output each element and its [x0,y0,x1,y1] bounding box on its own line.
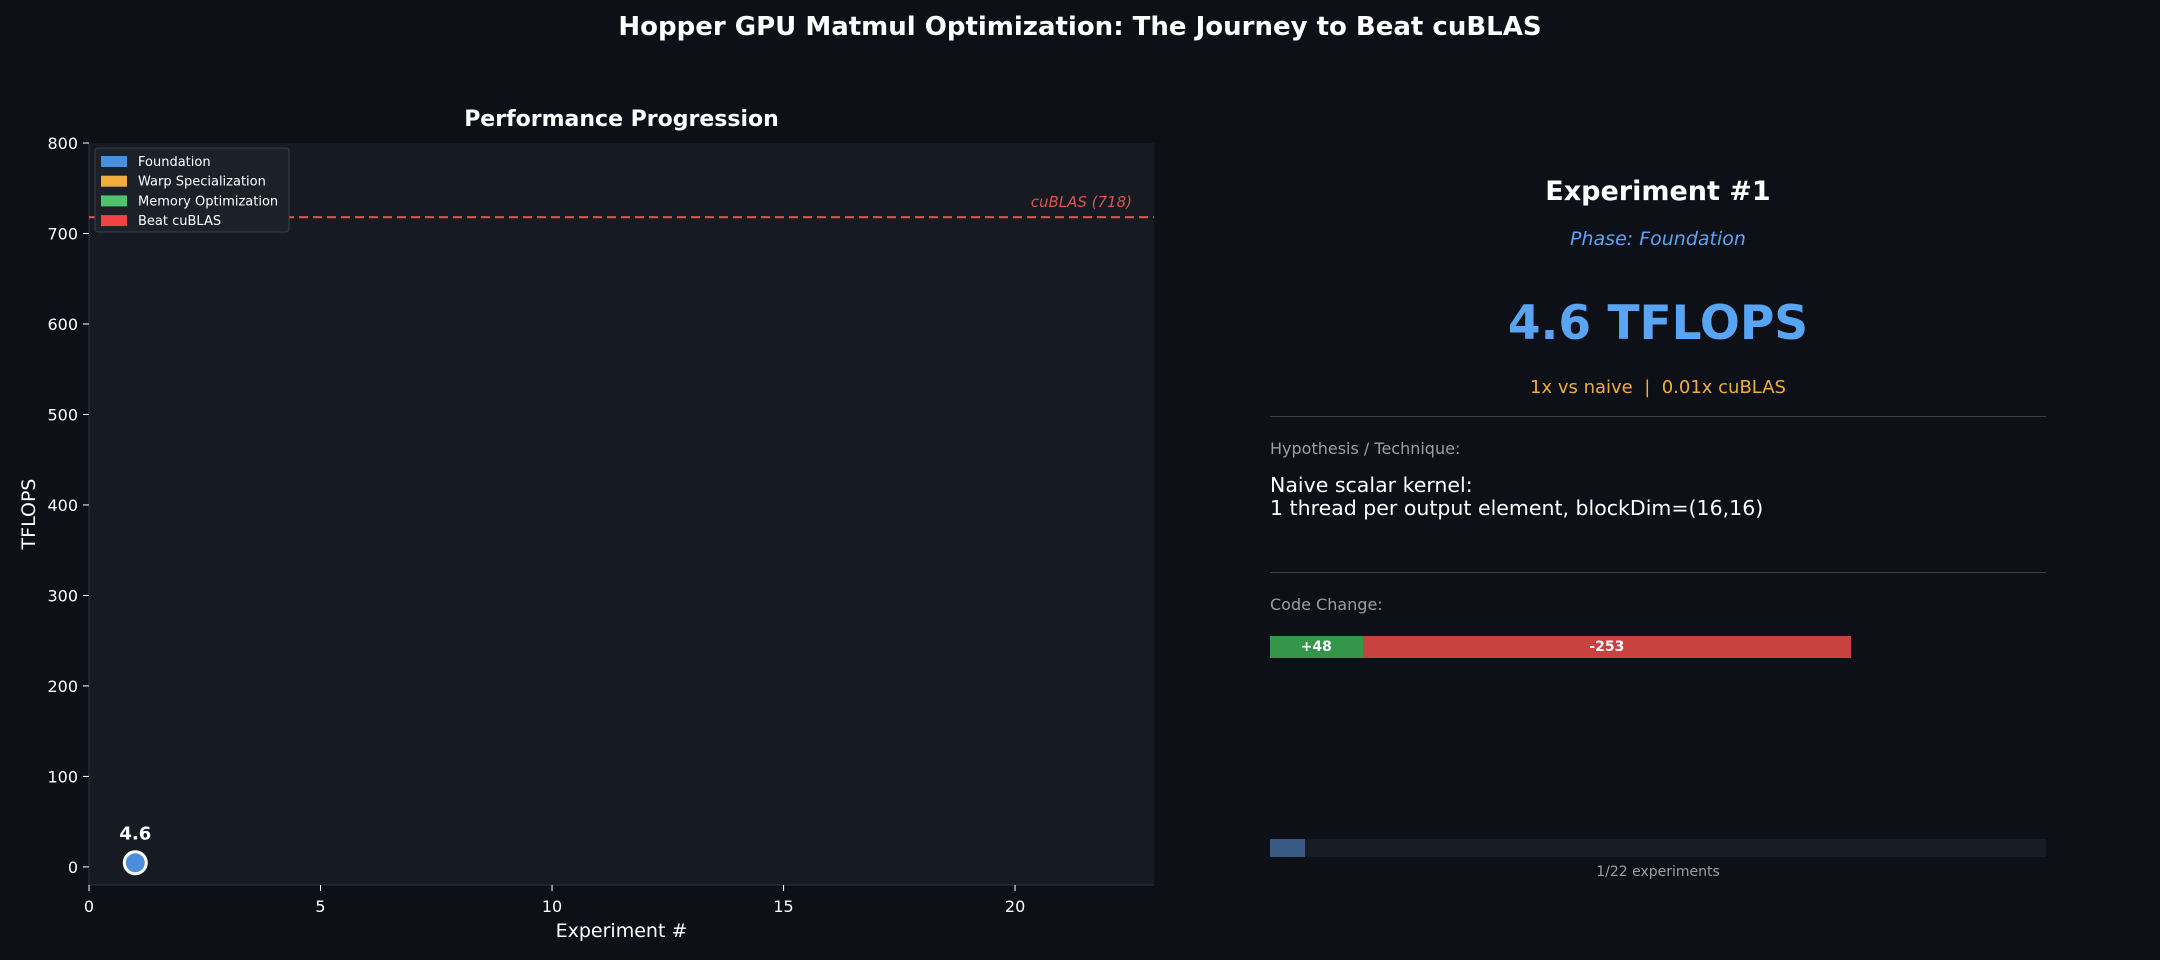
y-tick-label: 500 [47,405,78,424]
experiment-title: Experiment #1 [1545,176,1771,207]
experiment-panel: Experiment #1 Phase: Foundation 4.6 TFLO… [1270,0,2046,960]
legend-swatch [101,195,127,207]
y-tick-label: 300 [47,586,78,605]
code-change-label: Code Change: [1270,595,1383,614]
y-tick-label: 600 [47,315,78,334]
progress-label: 1/22 experiments [1596,864,1720,880]
experiment-progress-track [1270,839,2046,857]
hypothesis-line-1: Naive scalar kernel: [1270,473,1473,497]
legend-label: Warp Specialization [138,175,266,190]
legend-label: Beat cuBLAS [138,214,221,229]
y-tick-label: 400 [47,496,78,515]
data-point-label: 4.6 [119,824,151,845]
x-tick-label: 15 [773,897,793,916]
x-tick-label: 0 [84,897,94,916]
plot-area [89,143,1154,885]
y-tick-label: 800 [47,134,78,153]
code-change-bar: +48 -253 [1270,636,1851,658]
y-tick-label: 200 [47,677,78,696]
performance-chart: Performance Progression01002003004005006… [18,107,1154,942]
legend-label: Memory Optimization [138,194,278,209]
lines-removed-bar: -253 [1362,636,1851,658]
data-point [122,850,148,876]
main-title: Hopper GPU Matmul Optimization: The Jour… [618,12,1542,42]
divider [1270,572,2046,573]
y-tick-label: 100 [47,767,78,786]
divider [1270,416,2046,417]
legend-swatch [101,175,127,187]
legend-swatch [101,215,127,227]
legend-box [94,147,290,233]
cublas-reference-label: cuBLAS (718) [1031,193,1132,211]
hypothesis-label: Hypothesis / Technique: [1270,439,1461,458]
x-tick-label: 20 [1005,897,1025,916]
experiment-progress-fill [1270,839,1305,857]
experiment-tflops: 4.6 TFLOPS [1507,296,1809,351]
experiment-phase: Phase: Foundation [1570,228,1746,250]
hypothesis-text: Naive scalar kernel: 1 thread per output… [1270,474,1763,520]
experiment-speedup: 1x vs naive | 0.01x cuBLAS [1530,377,1786,398]
legend-swatch [101,156,127,167]
y-tick-label: 0 [68,858,78,877]
legend-label: Foundation [138,155,211,170]
chart-title: Performance Progression [464,107,779,132]
y-tick-label: 700 [47,224,78,243]
x-tick-label: 10 [542,897,562,916]
hypothesis-line-2: 1 thread per output element, blockDim=(1… [1270,496,1764,520]
y-axis-label: TFLOPS [18,479,40,551]
x-axis-label: Experiment # [556,920,688,942]
lines-added-bar: +48 [1270,636,1363,658]
x-tick-label: 5 [315,897,325,916]
